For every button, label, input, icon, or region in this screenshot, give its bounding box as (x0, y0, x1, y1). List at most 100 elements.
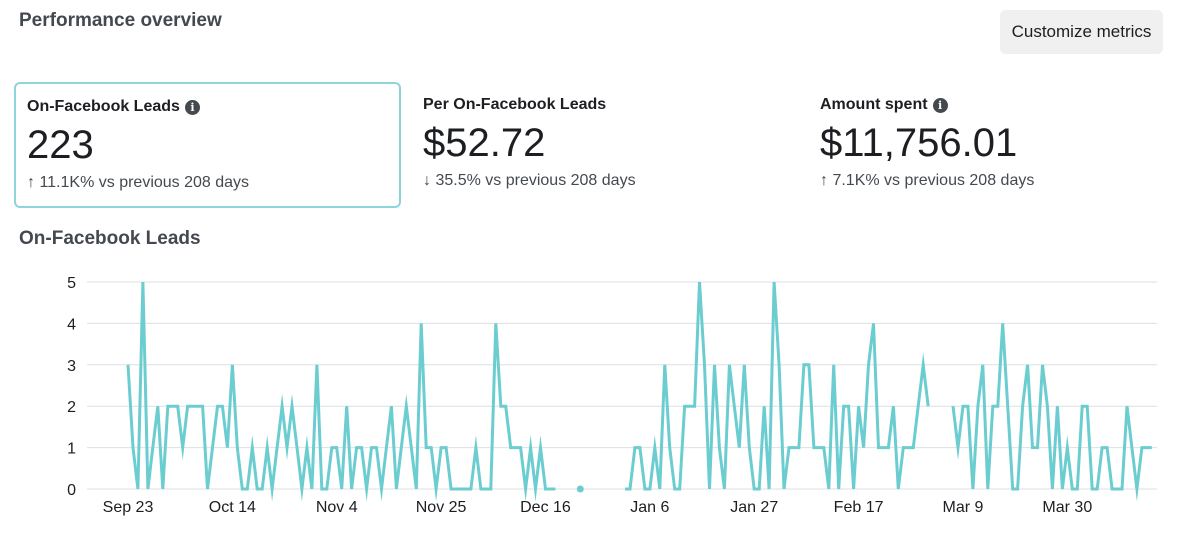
data-point-marker[interactable] (732, 404, 737, 409)
data-point-marker[interactable] (409, 445, 414, 450)
data-point-marker[interactable] (995, 404, 1000, 409)
data-point-marker[interactable] (150, 445, 155, 450)
data-point-marker[interactable] (906, 445, 911, 450)
data-point-marker[interactable] (667, 445, 672, 450)
data-point-marker[interactable] (245, 487, 250, 492)
data-point-marker[interactable] (131, 445, 136, 450)
data-point-marker[interactable] (548, 487, 553, 492)
data-point-marker[interactable] (1040, 362, 1045, 367)
data-point-marker[interactable] (1125, 404, 1130, 409)
data-point-marker[interactable] (404, 404, 409, 409)
data-point-marker[interactable] (692, 404, 697, 409)
data-point-marker[interactable] (881, 445, 886, 450)
data-point-marker[interactable] (647, 487, 652, 492)
data-point-marker[interactable] (553, 487, 558, 492)
data-point-marker[interactable] (990, 404, 995, 409)
data-point-marker[interactable] (1110, 487, 1115, 492)
data-point-marker[interactable] (841, 404, 846, 409)
data-point-marker[interactable] (205, 487, 210, 492)
data-point-marker[interactable] (260, 487, 265, 492)
data-point-marker[interactable] (354, 445, 359, 450)
data-point-marker[interactable] (285, 445, 290, 450)
data-point-marker[interactable] (1015, 487, 1020, 492)
data-point-marker[interactable] (1100, 445, 1105, 450)
data-point-marker[interactable] (722, 487, 727, 492)
data-point-marker[interactable] (543, 487, 548, 492)
data-point-marker[interactable] (304, 445, 309, 450)
data-point-marker[interactable] (1080, 404, 1085, 409)
data-point-marker[interactable] (911, 445, 916, 450)
data-point-marker[interactable] (965, 404, 970, 409)
customize-metrics-button[interactable]: Customize metrics (1000, 10, 1163, 54)
data-point-marker[interactable] (901, 445, 906, 450)
data-point-marker[interactable] (359, 445, 364, 450)
data-point-marker[interactable] (846, 404, 851, 409)
data-point-marker[interactable] (742, 362, 747, 367)
data-point-marker[interactable] (374, 445, 379, 450)
data-point-marker[interactable] (637, 445, 642, 450)
data-point-marker[interactable] (349, 487, 354, 492)
data-point-marker[interactable] (290, 404, 295, 409)
data-point-marker[interactable] (1139, 445, 1144, 450)
data-point-marker[interactable] (449, 487, 454, 492)
data-point-marker[interactable] (623, 487, 628, 492)
data-point-marker[interactable] (1055, 404, 1060, 409)
data-point-marker[interactable] (518, 445, 523, 450)
data-point-marker[interactable] (235, 445, 240, 450)
data-point-marker[interactable] (1025, 362, 1030, 367)
data-point[interactable] (576, 485, 584, 493)
data-point-marker[interactable] (488, 487, 493, 492)
data-point-marker[interactable] (145, 487, 150, 492)
data-point-marker[interactable] (329, 445, 334, 450)
data-point-marker[interactable] (429, 445, 434, 450)
data-point-marker[interactable] (777, 362, 782, 367)
data-point-marker[interactable] (1095, 487, 1100, 492)
data-point-marker[interactable] (1035, 445, 1040, 450)
data-point-marker[interactable] (747, 445, 752, 450)
data-point-marker[interactable] (782, 487, 787, 492)
data-point-marker[interactable] (951, 404, 956, 409)
data-point-marker[interactable] (1090, 487, 1095, 492)
data-point-marker[interactable] (468, 487, 473, 492)
data-point-marker[interactable] (275, 445, 280, 450)
data-point-marker[interactable] (265, 445, 270, 450)
metric-card-cost-per-lead[interactable]: Per On-Facebook Leads $52.72 ↓ 35.5% vs … (412, 82, 792, 208)
data-point-marker[interactable] (230, 362, 235, 367)
data-point-marker[interactable] (851, 487, 856, 492)
data-point-marker[interactable] (876, 445, 881, 450)
data-point-marker[interactable] (210, 445, 215, 450)
data-point-marker[interactable] (682, 404, 687, 409)
data-point-marker[interactable] (155, 404, 160, 409)
data-point-marker[interactable] (195, 404, 200, 409)
data-point-marker[interactable] (339, 487, 344, 492)
data-point-marker[interactable] (533, 487, 538, 492)
data-point-marker[interactable] (652, 445, 657, 450)
data-point-marker[interactable] (1129, 445, 1134, 450)
data-point-marker[interactable] (821, 445, 826, 450)
data-point-marker[interactable] (737, 445, 742, 450)
data-point-marker[interactable] (642, 487, 647, 492)
data-point-marker[interactable] (926, 404, 931, 409)
data-point-marker[interactable] (190, 404, 195, 409)
data-point-marker[interactable] (538, 445, 543, 450)
data-point-marker[interactable] (896, 487, 901, 492)
data-point-marker[interactable] (956, 445, 961, 450)
metric-card-leads[interactable]: On-Facebook Leads i 223 ↑ 11.1K% vs prev… (14, 82, 401, 208)
data-point-marker[interactable] (1105, 445, 1110, 450)
data-point-marker[interactable] (1120, 487, 1125, 492)
data-point-marker[interactable] (478, 487, 483, 492)
data-point-marker[interactable] (980, 362, 985, 367)
data-point-marker[interactable] (314, 362, 319, 367)
data-point-marker[interactable] (215, 404, 220, 409)
data-point-marker[interactable] (319, 487, 324, 492)
data-point-marker[interactable] (707, 487, 712, 492)
data-point-marker[interactable] (826, 487, 831, 492)
data-point-marker[interactable] (806, 362, 811, 367)
data-point-marker[interactable] (757, 487, 762, 492)
data-point-marker[interactable] (717, 445, 722, 450)
data-point-marker[interactable] (389, 404, 394, 409)
data-point-marker[interactable] (662, 362, 667, 367)
data-point-marker[interactable] (424, 445, 429, 450)
data-point-marker[interactable] (513, 445, 518, 450)
data-point-marker[interactable] (961, 404, 966, 409)
